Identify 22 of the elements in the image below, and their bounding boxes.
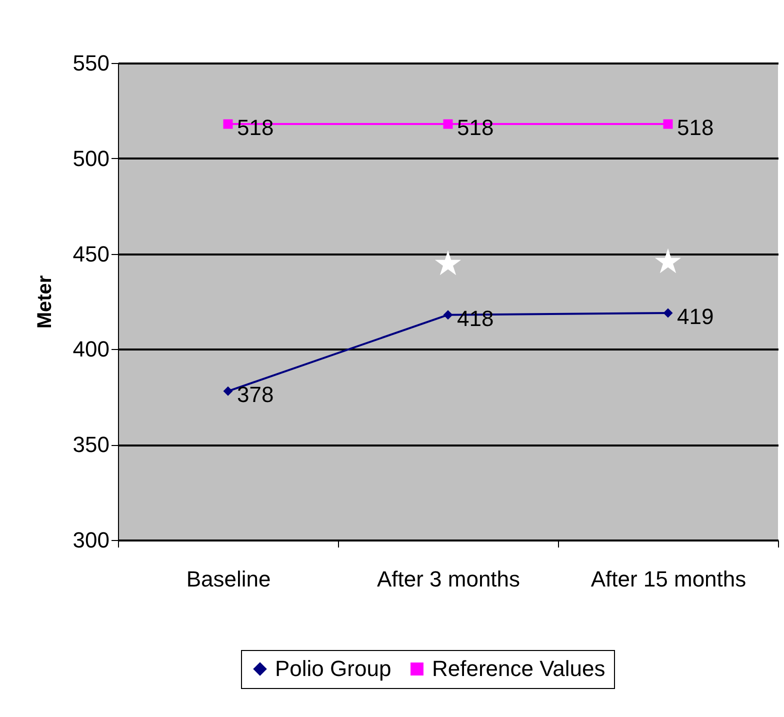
point	[663, 119, 673, 129]
y-tick-label: 450	[72, 241, 110, 266]
y-tick-label: 300	[72, 528, 110, 552]
x-tick-label: Baseline	[186, 566, 271, 592]
data-label: 518	[677, 115, 714, 140]
legend-label: Polio Group	[275, 656, 392, 681]
point	[223, 386, 233, 396]
point	[443, 119, 453, 129]
y-tick-label: 350	[72, 432, 110, 458]
legend-label: Reference Values	[432, 656, 606, 681]
point	[443, 310, 453, 320]
x-tick-label: After 3 months	[376, 566, 520, 592]
y-tick-label: 400	[72, 336, 110, 362]
data-label: 378	[237, 382, 274, 408]
data-label: 419	[677, 304, 714, 329]
point	[223, 119, 233, 129]
annotation: ★	[432, 244, 464, 284]
point	[663, 308, 673, 318]
x-tick-label: After 15 months	[590, 566, 746, 592]
y-tick-label: 500	[72, 146, 110, 171]
y-tick-label: 550	[72, 50, 110, 76]
y-axis-title: Meter	[34, 275, 56, 329]
